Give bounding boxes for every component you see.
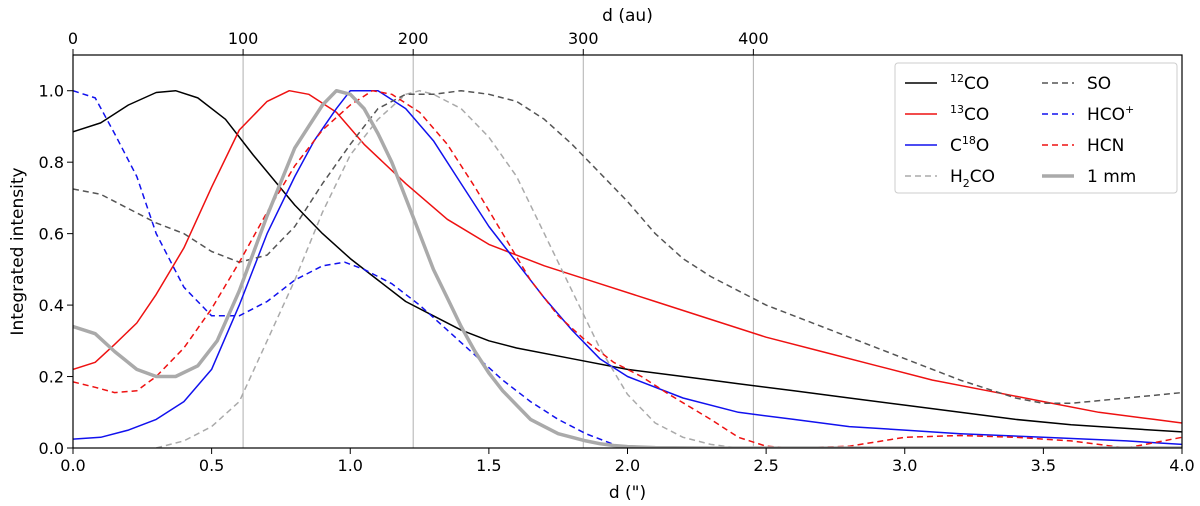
- series-line-1-mm: [73, 88, 1182, 448]
- legend-label: HCN: [1087, 136, 1124, 156]
- y-axis-label: Integrated intensity: [8, 167, 28, 335]
- legend-box: [894, 62, 1178, 194]
- legend-label: 12CO: [950, 72, 989, 94]
- legend-label: SO: [1087, 74, 1111, 94]
- x-tick-label: 1.0: [338, 456, 363, 475]
- top-tick-label: 300: [568, 29, 599, 48]
- x-tick-label: 4.0: [1169, 456, 1194, 475]
- series-line-hcn: [73, 89, 1182, 448]
- x-tick-label: 1.5: [476, 456, 501, 475]
- legend-label: 1 mm: [1087, 167, 1136, 187]
- top-tick-label: 100: [228, 29, 259, 48]
- x-tick-label: 3.5: [1031, 456, 1056, 475]
- top-tick-label: 200: [398, 29, 429, 48]
- y-tick-label: 0.0: [39, 439, 64, 458]
- y-tick-label: 0.6: [39, 225, 64, 244]
- axes: 0.0 0.5 1.0 1.5 2.0 2.5 3.0 3.5 4.0 0.0 0.2 0.4 0.6 0…: [39, 29, 1195, 475]
- series-lines: [73, 88, 1182, 448]
- series-line-13co: [73, 89, 1182, 424]
- series-line-c18o: [73, 89, 1182, 446]
- legend-label: H2CO: [950, 167, 995, 190]
- series-line-hco-: [73, 89, 628, 448]
- top-axis-label: d (au): [602, 6, 653, 26]
- legend-label: HCO+: [1087, 103, 1134, 125]
- legend-label: C18O: [950, 134, 989, 156]
- x-tick-label: 2.5: [753, 456, 778, 475]
- series-line-so: [73, 89, 1182, 405]
- legend-label: 13CO: [950, 103, 989, 125]
- y-tick-label: 0.8: [39, 153, 64, 172]
- x-tick-label: 0.5: [199, 456, 224, 475]
- x-tick-label: 0.0: [60, 456, 85, 475]
- y-tick-label: 0.4: [39, 296, 64, 315]
- y-tick-label: 1.0: [39, 82, 64, 101]
- top-tick-label: 0: [68, 29, 78, 48]
- top-tick-label: 400: [738, 29, 769, 48]
- legend: 12CO 13CO C18O H2CO SO HCO+ HCN 1 mm: [894, 62, 1178, 194]
- x-tick-label: 2.0: [615, 456, 640, 475]
- x-tick-label: 3.0: [892, 456, 917, 475]
- grid-lines: [242, 55, 754, 448]
- y-tick-label: 0.2: [39, 368, 64, 387]
- x-axis-label: d ("): [609, 483, 646, 503]
